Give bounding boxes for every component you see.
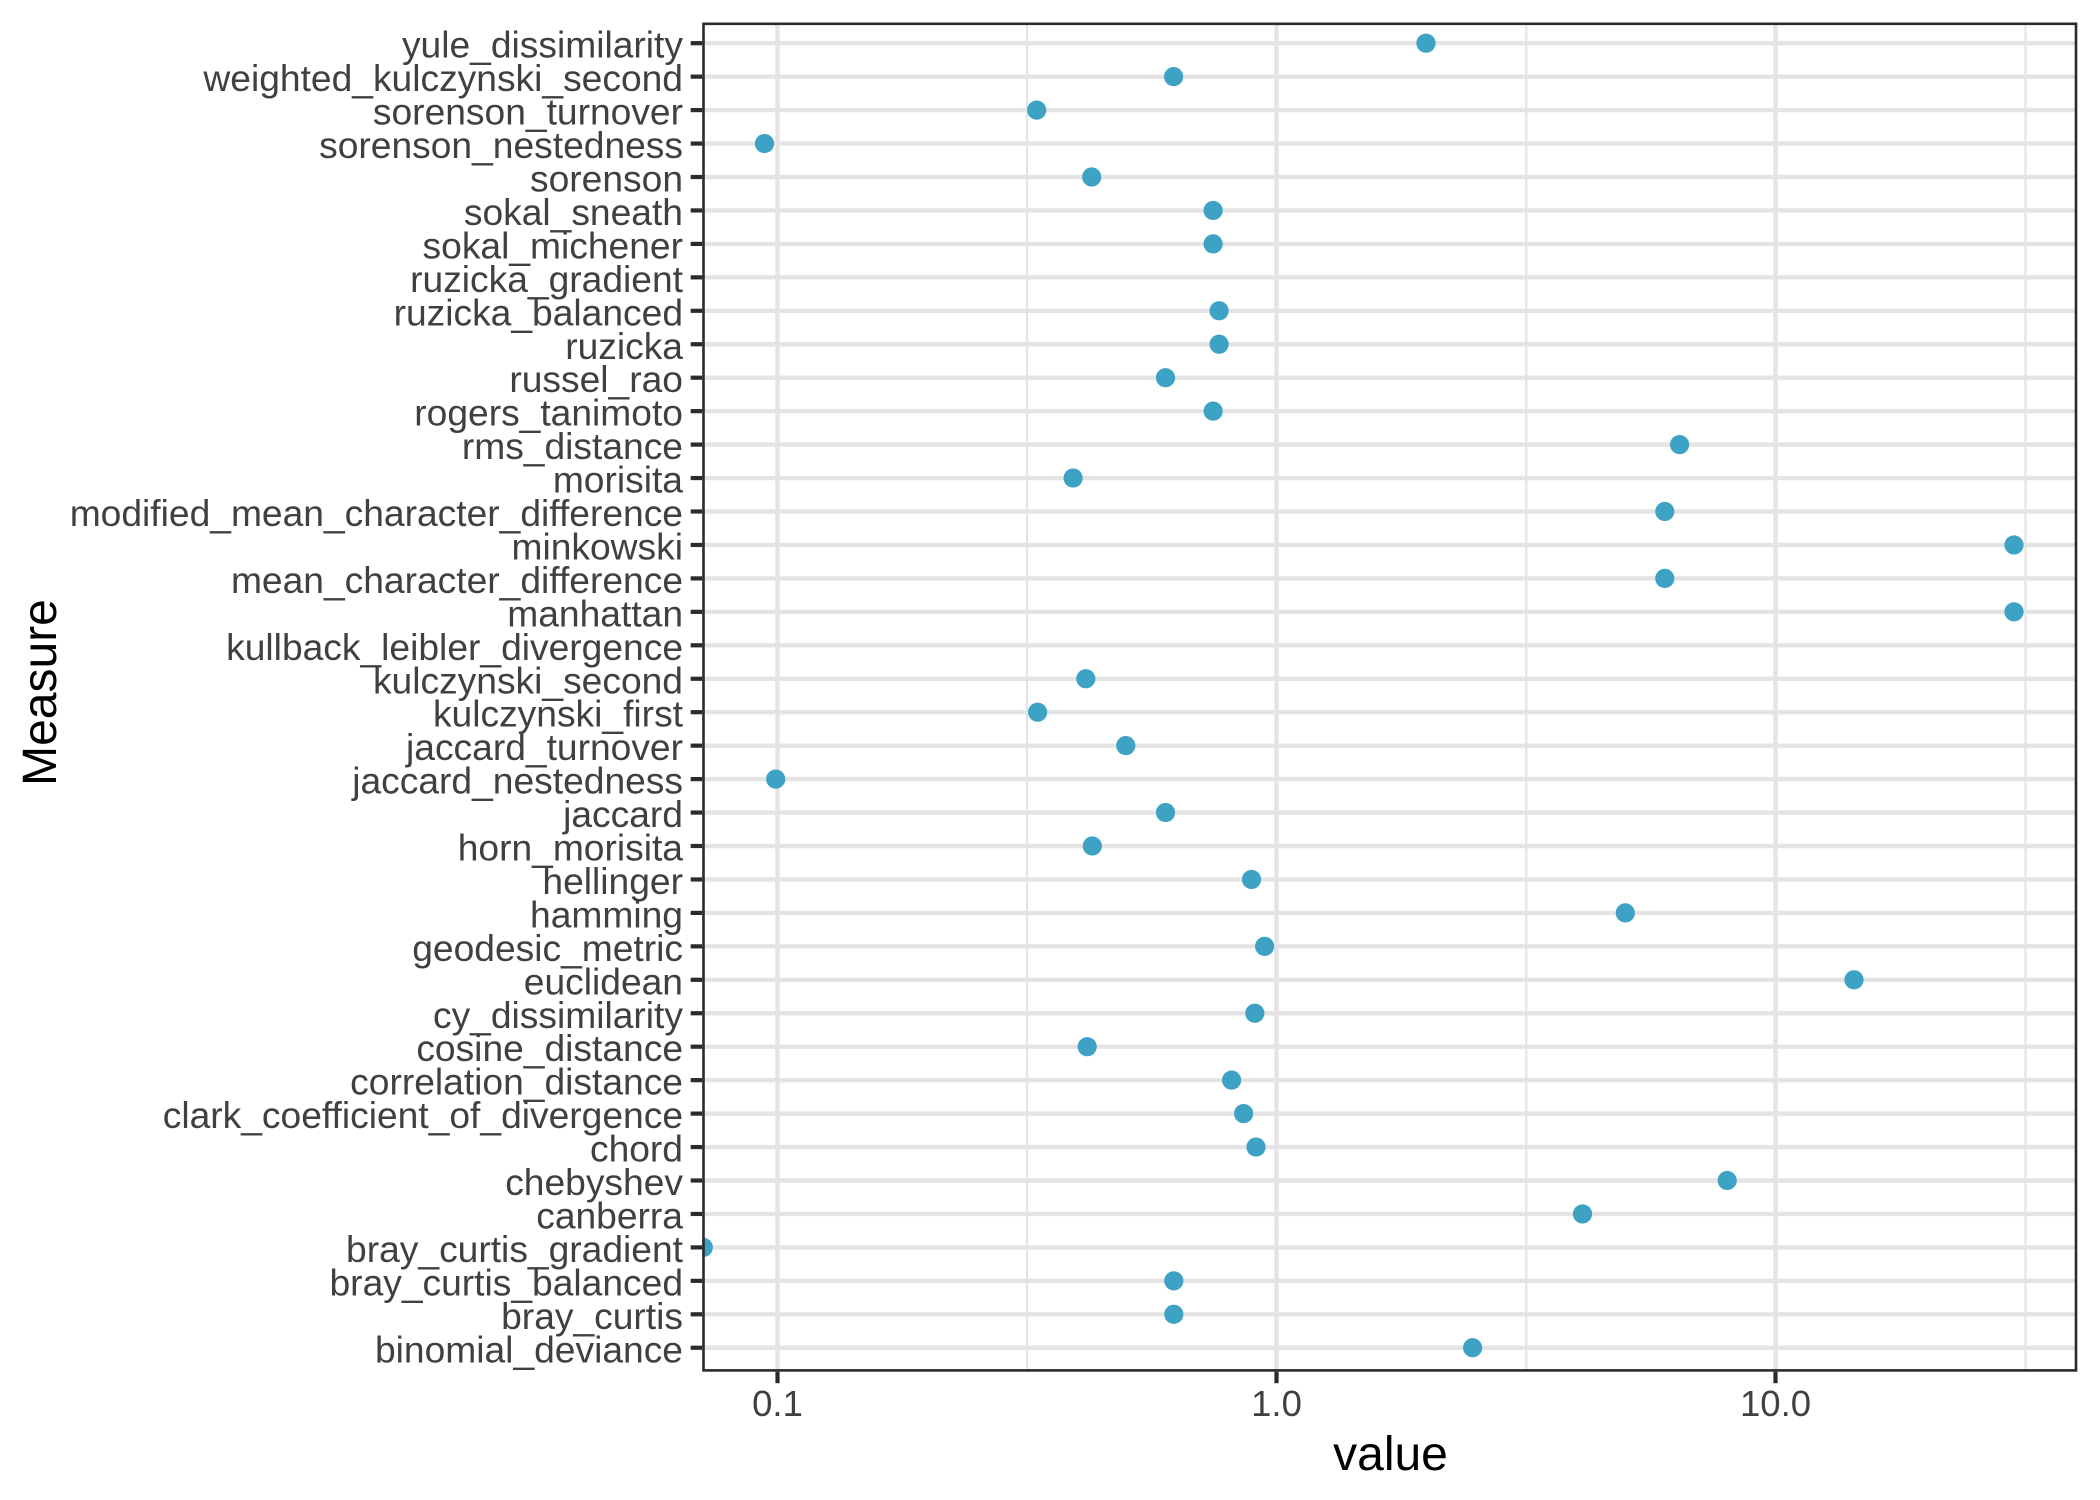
svg-text:value: value — [1333, 1428, 1448, 1481]
svg-text:rogers_tanimoto: rogers_tanimoto — [414, 392, 683, 434]
svg-text:ruzicka: ruzicka — [565, 325, 683, 367]
svg-text:sokal_sneath: sokal_sneath — [464, 191, 683, 233]
svg-text:euclidean: euclidean — [524, 960, 683, 1002]
svg-text:clark_coefficient_of_divergenc: clark_coefficient_of_divergence — [163, 1094, 683, 1136]
svg-text:10.0: 10.0 — [1740, 1383, 1811, 1424]
svg-text:minkowski: minkowski — [511, 525, 683, 567]
svg-text:chebyshev: chebyshev — [505, 1161, 683, 1203]
svg-text:russel_rao: russel_rao — [509, 358, 683, 400]
svg-text:sorenson_turnover: sorenson_turnover — [373, 91, 683, 133]
svg-text:kulczynski_first: kulczynski_first — [433, 693, 684, 735]
svg-text:chord: chord — [590, 1128, 683, 1170]
svg-text:kullback_leibler_divergence: kullback_leibler_divergence — [226, 626, 683, 668]
svg-text:canberra: canberra — [536, 1194, 683, 1236]
svg-text:0.1: 0.1 — [752, 1383, 803, 1424]
svg-text:jaccard: jaccard — [562, 793, 683, 835]
svg-text:yule_dissimilarity: yule_dissimilarity — [402, 24, 683, 66]
svg-text:cy_dissimilarity: cy_dissimilarity — [433, 994, 683, 1036]
svg-text:weighted_kulczynski_second: weighted_kulczynski_second — [202, 57, 683, 99]
svg-text:bray_curtis: bray_curtis — [501, 1295, 683, 1337]
svg-text:ruzicka_balanced: ruzicka_balanced — [394, 291, 683, 333]
svg-text:binomial_deviance: binomial_deviance — [375, 1328, 683, 1370]
svg-text:geodesic_metric: geodesic_metric — [412, 927, 683, 969]
svg-text:morisita: morisita — [553, 459, 683, 501]
svg-text:ruzicka_gradient: ruzicka_gradient — [410, 258, 684, 300]
svg-text:sorenson: sorenson — [530, 158, 683, 200]
svg-text:manhattan: manhattan — [507, 592, 683, 634]
svg-text:mean_character_difference: mean_character_difference — [231, 559, 683, 601]
svg-text:bray_curtis_gradient: bray_curtis_gradient — [346, 1228, 684, 1270]
svg-text:modified_mean_character_differ: modified_mean_character_difference — [70, 492, 683, 534]
svg-text:hellinger: hellinger — [542, 860, 683, 902]
svg-text:1.0: 1.0 — [1251, 1383, 1302, 1424]
svg-text:correlation_distance: correlation_distance — [350, 1061, 683, 1103]
svg-text:kulczynski_second: kulczynski_second — [373, 659, 683, 701]
svg-text:rms_distance: rms_distance — [462, 425, 683, 467]
svg-text:hamming: hamming — [530, 893, 683, 935]
svg-text:cosine_distance: cosine_distance — [416, 1027, 683, 1069]
svg-text:Measure: Measure — [14, 599, 67, 786]
svg-text:bray_curtis_balanced: bray_curtis_balanced — [330, 1261, 684, 1303]
svg-text:horn_morisita: horn_morisita — [458, 827, 684, 869]
svg-text:jaccard_nestedness: jaccard_nestedness — [351, 760, 683, 802]
svg-text:sokal_michener: sokal_michener — [423, 224, 683, 266]
svg-text:jaccard_turnover: jaccard_turnover — [405, 726, 683, 768]
svg-text:sorenson_nestedness: sorenson_nestedness — [319, 124, 683, 166]
